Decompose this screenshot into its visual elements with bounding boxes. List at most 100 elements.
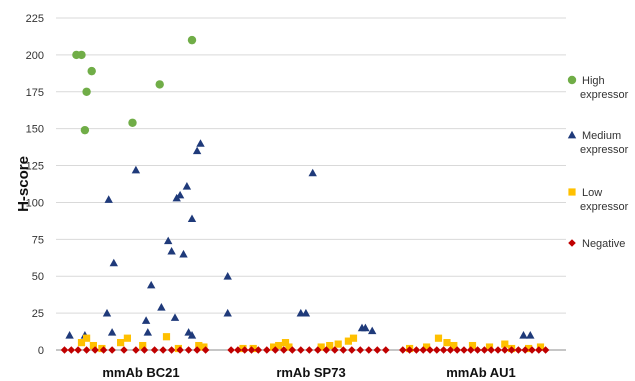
data-point-diamond xyxy=(494,346,502,354)
data-point-square xyxy=(443,339,451,347)
data-point-triangle xyxy=(102,308,112,317)
data-point-diamond xyxy=(167,346,176,354)
data-point-diamond xyxy=(99,346,108,354)
legend-label: expressor xyxy=(580,144,629,156)
data-point-triangle xyxy=(131,165,141,174)
data-point-square xyxy=(317,343,325,351)
data-point-diamond xyxy=(159,346,167,354)
x-axis-category-labels: mmAb BC21 rmAb SP73 mmAb AU1 xyxy=(102,365,515,380)
data-point-square xyxy=(525,344,533,353)
data-point-square xyxy=(349,334,358,342)
data-point-square xyxy=(434,334,443,342)
gridlines xyxy=(56,17,566,314)
data-point-diamond xyxy=(528,346,536,354)
data-point-diamond xyxy=(467,346,475,354)
data-point-diamond xyxy=(297,346,305,354)
y-tick-label: 150 xyxy=(26,124,44,136)
data-point-triangle xyxy=(526,331,535,339)
data-point-square xyxy=(123,334,131,342)
series-circle xyxy=(72,35,197,135)
x-category-label: rmAb SP73 xyxy=(276,365,345,380)
data-point-diamond xyxy=(399,346,407,354)
y-tick-label: 50 xyxy=(32,271,44,283)
legend-marker-diamond xyxy=(568,239,576,247)
data-point-diamond xyxy=(433,346,441,354)
data-point-square xyxy=(344,337,352,345)
data-point-triangle xyxy=(301,308,311,317)
data-point-triangle xyxy=(167,246,176,255)
data-point-square xyxy=(162,333,171,341)
data-point-square xyxy=(270,343,278,351)
y-tick-label: 225 xyxy=(26,13,44,25)
data-point-diamond xyxy=(288,346,297,354)
data-point-diamond xyxy=(419,346,427,354)
x-category-label: mmAb BC21 xyxy=(102,365,179,380)
data-point-triangle xyxy=(104,195,113,203)
data-point-triangle xyxy=(143,328,152,336)
data-point-diamond xyxy=(271,346,280,354)
data-point-diamond xyxy=(473,346,482,354)
data-point-square xyxy=(501,340,509,348)
data-point-diamond xyxy=(339,346,348,354)
data-point-triangle xyxy=(223,308,232,317)
y-tick-label: 75 xyxy=(32,234,44,246)
data-point-square xyxy=(77,339,86,347)
legend-marker-triangle xyxy=(567,130,577,139)
data-point-diamond xyxy=(426,346,434,354)
legend: High expressor Medium expressor Low expressor… xyxy=(567,75,629,250)
data-point-diamond xyxy=(507,346,516,354)
data-point-diamond xyxy=(446,346,455,354)
data-point-diamond xyxy=(82,346,91,354)
data-point-diamond xyxy=(356,346,365,354)
data-point-diamond xyxy=(314,346,322,354)
data-point-square xyxy=(536,343,545,351)
data-point-diamond xyxy=(74,346,82,354)
data-point-diamond xyxy=(67,346,76,354)
legend-marker-square xyxy=(568,188,576,196)
data-point-circle xyxy=(187,35,197,45)
legend-label: Medium xyxy=(582,130,621,142)
data-point-triangle xyxy=(164,236,173,245)
data-point-square xyxy=(326,341,334,350)
data-point-square xyxy=(200,343,208,351)
data-point-diamond xyxy=(60,346,69,354)
data-point-diamond xyxy=(405,346,414,354)
data-point-diamond xyxy=(439,346,448,354)
data-point-square xyxy=(275,341,283,350)
data-point-triangle xyxy=(187,214,197,223)
data-point-diamond xyxy=(120,346,128,354)
data-point-triangle xyxy=(107,328,117,336)
data-point-diamond xyxy=(382,346,390,354)
data-point-circle xyxy=(128,118,137,127)
data-point-diamond xyxy=(541,346,550,354)
data-point-diamond xyxy=(132,346,140,354)
data-point-triangle xyxy=(65,331,74,339)
data-point-diamond xyxy=(487,346,495,354)
data-point-square xyxy=(89,341,97,350)
series-triangle xyxy=(65,139,535,339)
data-point-diamond xyxy=(91,346,99,354)
legend-label: expressor xyxy=(580,89,629,101)
data-point-triangle xyxy=(368,326,377,335)
data-point-diamond xyxy=(535,346,543,354)
legend-marker-circle xyxy=(567,75,577,85)
data-point-triangle xyxy=(361,323,370,332)
data-points xyxy=(60,35,550,354)
data-point-triangle xyxy=(308,168,317,177)
data-point-diamond xyxy=(247,346,256,354)
y-tick-label: 125 xyxy=(26,161,44,173)
series-diamond xyxy=(60,346,550,354)
y-tick-label: 0 xyxy=(38,345,44,357)
data-point-triangle xyxy=(109,258,118,267)
legend-label: Negative xyxy=(582,238,625,250)
x-category-label: mmAb AU1 xyxy=(446,365,516,380)
data-point-diamond xyxy=(460,346,468,354)
data-point-triangle xyxy=(175,190,185,199)
data-point-diamond xyxy=(348,346,356,354)
data-point-diamond xyxy=(140,346,149,354)
data-point-square xyxy=(334,340,342,348)
data-point-square xyxy=(117,339,125,347)
data-point-diamond xyxy=(501,346,509,354)
data-point-diamond xyxy=(193,346,201,354)
